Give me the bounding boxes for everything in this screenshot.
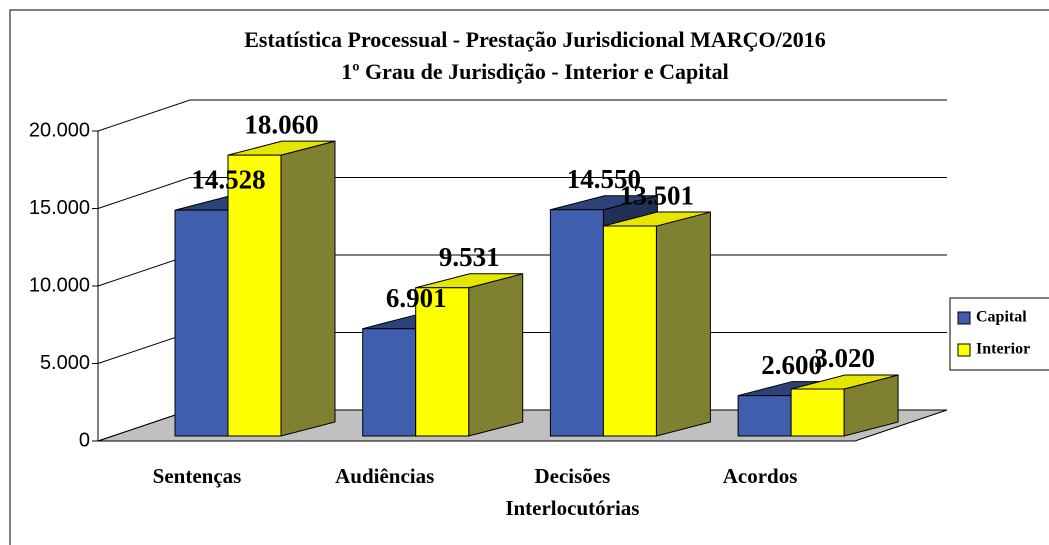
value-label: 13.501 xyxy=(620,180,694,210)
bar-front xyxy=(174,209,229,437)
bar-front xyxy=(737,395,792,437)
legend-label: Interior xyxy=(976,341,1030,358)
x-tick-label: Acordos xyxy=(722,464,798,488)
bar-side xyxy=(468,273,524,437)
y-tick-label: 15.000 xyxy=(29,197,90,219)
x-tick-label: Decisões Interlocutórias xyxy=(505,464,640,520)
bar-front xyxy=(415,287,470,437)
y-tick-label: 10.000 xyxy=(29,274,90,296)
value-label: 9.531 xyxy=(439,242,500,272)
grid-line xyxy=(97,177,947,209)
value-label: 18.060 xyxy=(244,109,318,139)
chart-title: Estatística Processual - Prestação Juris… xyxy=(244,27,826,52)
value-label: 3.020 xyxy=(814,343,875,373)
x-tick-label: Audiências xyxy=(335,464,435,488)
bar-front xyxy=(362,328,417,437)
value-label: 6.901 xyxy=(386,283,447,313)
bar-front xyxy=(549,209,604,437)
legend-swatch xyxy=(957,343,971,357)
legend-swatch xyxy=(957,311,971,325)
value-label: 14.528 xyxy=(191,164,265,194)
y-tick-label: 20.000 xyxy=(29,119,90,141)
y-tick-label: 0 xyxy=(79,429,90,451)
x-tick-label: Sentenças xyxy=(152,464,242,488)
bar-front xyxy=(602,225,657,437)
y-tick-label: 5.000 xyxy=(40,352,90,374)
bar xyxy=(790,374,899,437)
bar-front xyxy=(790,388,845,437)
grid-line xyxy=(97,99,947,132)
legend-box xyxy=(949,297,1049,371)
bar xyxy=(227,140,336,437)
bar-side xyxy=(655,211,711,437)
bar-side xyxy=(280,140,336,437)
bar xyxy=(415,273,524,437)
bar xyxy=(602,211,711,437)
chart-border xyxy=(9,9,1049,545)
legend-label: Capital xyxy=(976,309,1027,326)
chart-subtitle: 1º Grau de Jurisdição - Interior e Capit… xyxy=(341,59,729,84)
bar-front xyxy=(227,154,282,437)
value-label: 14.550 xyxy=(567,164,641,194)
value-label: 2.600 xyxy=(761,350,822,380)
